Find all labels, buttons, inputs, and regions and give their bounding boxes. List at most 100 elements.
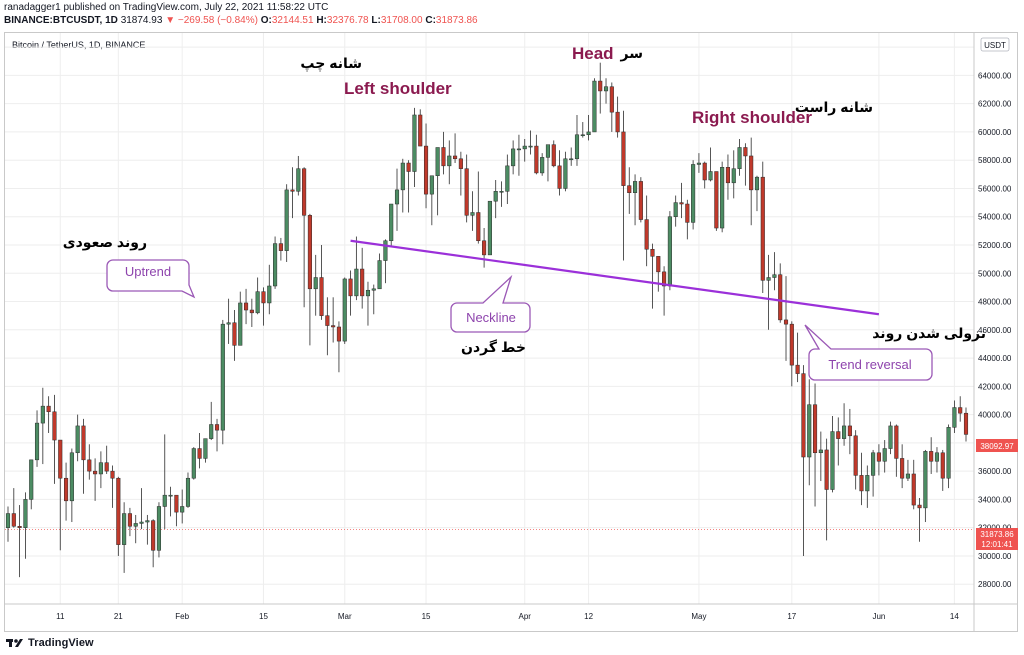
candle-body bbox=[522, 145, 527, 150]
candle bbox=[110, 465, 115, 508]
candle-body bbox=[261, 291, 266, 304]
candle bbox=[702, 161, 707, 189]
candle bbox=[17, 505, 22, 578]
candle bbox=[685, 199, 690, 240]
candle bbox=[64, 462, 69, 521]
candle-body bbox=[470, 212, 475, 216]
candle-body bbox=[133, 523, 138, 527]
candle-body bbox=[348, 278, 353, 297]
price-tag-last-time: 12:01:41 bbox=[981, 540, 1013, 549]
candle bbox=[923, 449, 928, 523]
candle-body bbox=[725, 167, 731, 184]
candle-body bbox=[923, 451, 928, 509]
candle-body bbox=[847, 425, 852, 437]
candle-body bbox=[603, 86, 609, 92]
neckline-fa-label: خط گردن bbox=[461, 339, 526, 356]
candle bbox=[516, 134, 521, 176]
candle-body bbox=[638, 181, 643, 220]
candle-body bbox=[313, 277, 318, 290]
price-tag-last-value: 31873.86 bbox=[980, 530, 1014, 539]
candle bbox=[34, 410, 40, 467]
candle-body bbox=[151, 520, 156, 551]
candle-body bbox=[888, 425, 893, 449]
candle bbox=[203, 438, 208, 463]
candle-body bbox=[905, 473, 910, 479]
candle-body bbox=[447, 155, 452, 167]
candle bbox=[586, 114, 591, 141]
candle bbox=[11, 488, 16, 528]
candle-body bbox=[110, 470, 115, 479]
neckline-label: Neckline bbox=[466, 310, 516, 325]
candle-body bbox=[696, 162, 701, 165]
candle bbox=[464, 154, 469, 223]
chart-title: Bitcoin / TetherUS, 1D, BINANCE bbox=[12, 40, 146, 50]
candle bbox=[656, 256, 661, 292]
candle-body bbox=[284, 189, 289, 251]
candlestick-series bbox=[5, 62, 969, 578]
candle bbox=[871, 449, 876, 497]
candle bbox=[470, 191, 475, 231]
candle bbox=[406, 160, 411, 213]
candle bbox=[133, 514, 138, 544]
candle-body bbox=[563, 158, 568, 189]
candle-body bbox=[482, 240, 487, 256]
candle bbox=[168, 486, 173, 517]
candle bbox=[609, 82, 614, 132]
candle bbox=[876, 444, 881, 476]
candle-body bbox=[267, 285, 272, 304]
candle bbox=[952, 400, 957, 433]
candle-body bbox=[127, 513, 132, 527]
candle bbox=[911, 459, 916, 510]
candle-body bbox=[81, 425, 86, 461]
candle bbox=[534, 134, 539, 175]
candle-body bbox=[354, 268, 359, 297]
arrow-down-icon: ▼ bbox=[165, 15, 176, 26]
candle bbox=[801, 365, 806, 556]
candle bbox=[69, 448, 74, 523]
candle-body bbox=[795, 364, 800, 374]
trend-reversal-fa-label: نزولی شدن روند bbox=[872, 325, 986, 342]
close-value: 31873.86 bbox=[435, 15, 478, 26]
candle-body bbox=[389, 203, 394, 242]
candle-body bbox=[145, 520, 150, 523]
candle bbox=[615, 96, 620, 138]
candle-body bbox=[406, 162, 411, 172]
candle-body bbox=[302, 168, 307, 216]
currency-button[interactable]: USDT bbox=[980, 37, 1010, 52]
candle bbox=[162, 434, 167, 530]
candle-body bbox=[40, 405, 45, 424]
candle bbox=[929, 437, 934, 474]
candle-body bbox=[383, 240, 388, 261]
candle bbox=[75, 414, 80, 462]
candle-body bbox=[336, 326, 341, 342]
candle bbox=[574, 114, 580, 166]
x-tick-label: Jun bbox=[872, 612, 885, 621]
left-shoulder-fa-label: شانه چپ bbox=[300, 55, 362, 72]
candle bbox=[760, 161, 765, 294]
candle-body bbox=[232, 322, 237, 346]
candle-body bbox=[667, 216, 672, 287]
candle bbox=[238, 291, 243, 346]
price-tag-current: 38092.97 bbox=[976, 439, 1018, 452]
candle bbox=[296, 155, 301, 196]
last-price: 31874.93 bbox=[120, 15, 163, 26]
candle bbox=[394, 168, 400, 231]
candle-body bbox=[487, 200, 492, 256]
candle-body bbox=[615, 111, 620, 133]
candle bbox=[284, 184, 289, 262]
candle-body bbox=[493, 191, 498, 202]
y-tick-label: 28000.00 bbox=[978, 580, 1012, 589]
candle bbox=[307, 213, 312, 346]
candle bbox=[499, 181, 504, 207]
candle bbox=[708, 147, 713, 182]
candle bbox=[644, 195, 649, 267]
candle bbox=[180, 489, 185, 524]
candle bbox=[696, 153, 701, 173]
tradingview-footer[interactable]: TradingView bbox=[6, 635, 94, 651]
chart-grid bbox=[5, 33, 974, 604]
x-tick-label: Apr bbox=[519, 612, 532, 621]
candle bbox=[958, 396, 963, 422]
candle-body bbox=[865, 475, 870, 492]
y-tick-label: 64000.00 bbox=[978, 71, 1012, 80]
